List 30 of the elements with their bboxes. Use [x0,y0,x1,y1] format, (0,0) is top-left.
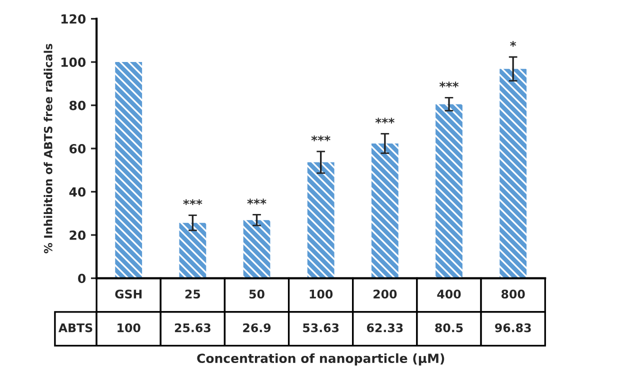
annotation: *** [183,199,202,206]
y-tick-label: 60 [70,144,86,154]
x-axis-title: Concentration of nanoparticle (μM) [197,353,444,366]
data-label: 100 [118,323,140,332]
data-label: 25.63 [174,323,210,332]
annotation: * [510,40,516,47]
y-tick-label: 0 [78,274,86,284]
text: ABTS [58,323,92,332]
y-tick-label: 120 [61,14,86,24]
x-tick-label: 200 [374,290,397,299]
data-label: 62.33 [366,323,403,332]
y-tick-label: 40 [69,187,86,197]
annotation: *** [375,118,394,124]
data-label: 53.63 [303,323,339,332]
y-axis-title: % Inhibition of ABTS free radicals [44,44,52,254]
x-tick-label: 25 [185,290,200,299]
data-label: 26.9 [243,323,271,332]
data-label: 80.5 [435,323,463,332]
data-label: 96.83 [495,323,531,332]
annotation: *** [311,135,330,142]
x-tick-label: 400 [437,290,461,299]
y-tick-label: 80 [70,100,86,110]
y-tick-label: 20 [70,230,86,240]
y-tick-label: 100 [61,58,86,67]
annotation: *** [247,198,266,204]
annotation: *** [439,82,459,88]
x-tick-label: 100 [310,290,333,299]
x-tick-label: 50 [249,290,264,299]
x-tick-label: GSH [115,290,142,299]
x-tick-label: 800 [501,290,525,299]
